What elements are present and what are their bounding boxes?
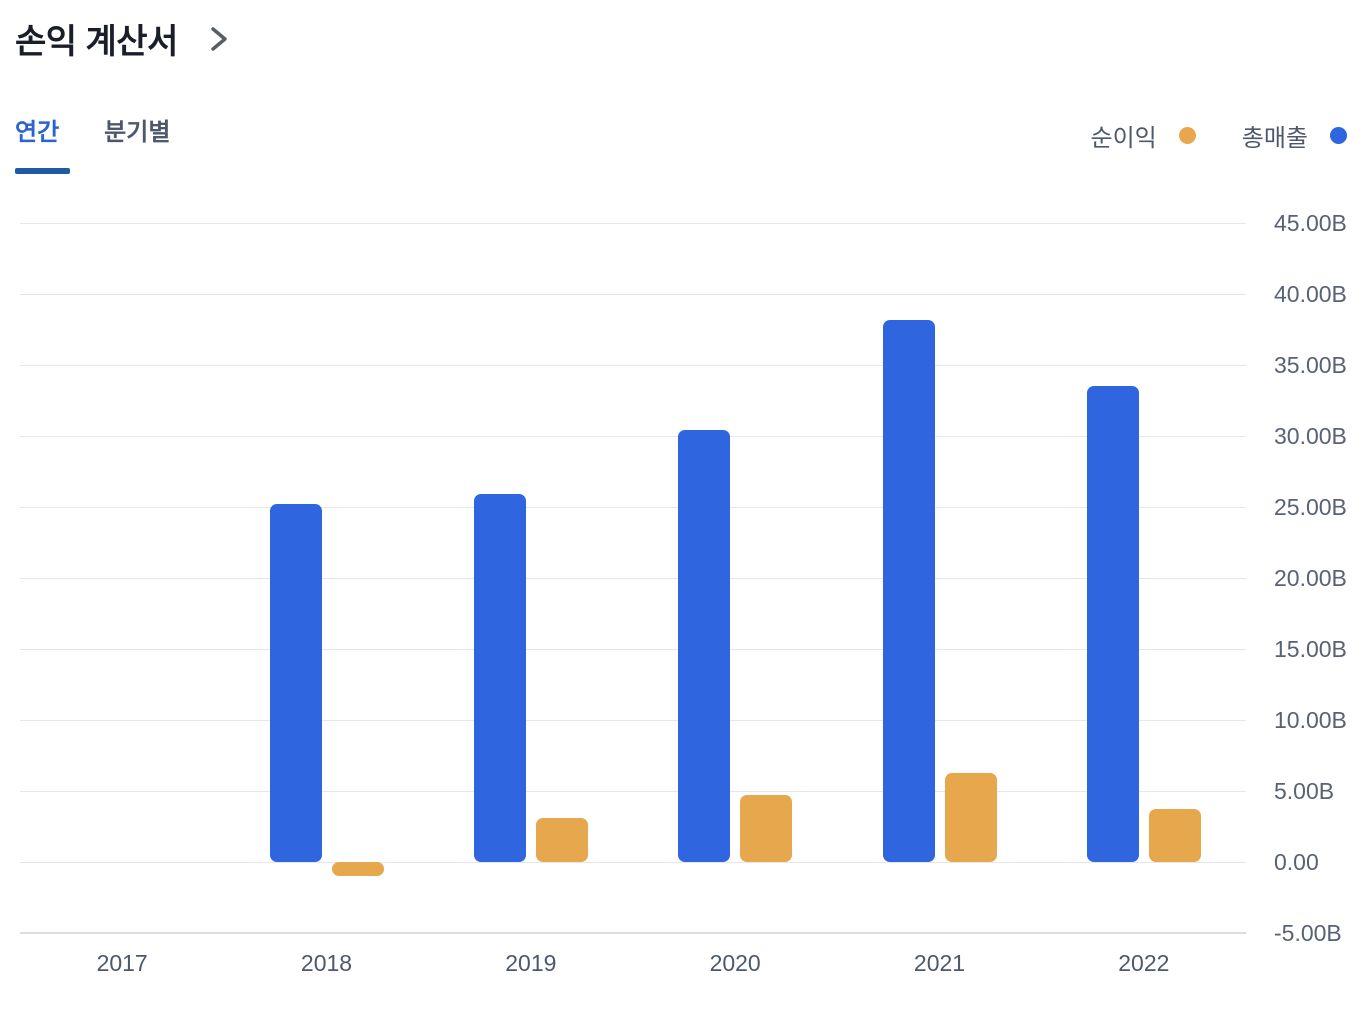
gridline [20, 719, 1246, 721]
revenue-dot-icon [1330, 127, 1347, 144]
y-tick-label: -5.00B [1274, 920, 1342, 946]
y-tick-label: 25.00B [1274, 494, 1347, 520]
tab-quarterly[interactable]: 분기별 [104, 112, 170, 174]
gridline [20, 648, 1246, 650]
y-tick-label: 45.00B [1274, 210, 1347, 236]
gridline [20, 577, 1246, 579]
gridline [20, 435, 1246, 437]
y-tick-label: 40.00B [1274, 281, 1347, 307]
gridline [20, 293, 1246, 295]
x-tick-label: 2020 [709, 950, 761, 976]
gridline [20, 222, 1246, 224]
tab-quarterly-label: 분기별 [104, 119, 171, 146]
income-statement-header-link[interactable]: 손익 계산서 [15, 14, 232, 63]
x-tick-label: 2018 [300, 950, 353, 976]
tab-annual[interactable]: 연간 [15, 112, 71, 174]
x-tick-label: 2017 [96, 950, 148, 976]
gridline [20, 790, 1246, 792]
bar-net-income[interactable] [331, 862, 384, 877]
legend-item-revenue[interactable]: 총매출 [1242, 118, 1347, 153]
x-tick-label: 2022 [1118, 950, 1170, 976]
y-tick-label: 30.00B [1274, 423, 1347, 449]
legend-revenue-label: 총매출 [1241, 125, 1308, 152]
gridline [20, 861, 1246, 863]
gridline [20, 932, 1246, 934]
bar-net-income[interactable] [944, 772, 997, 862]
bar-revenue[interactable] [473, 494, 526, 862]
chevron-right-icon [211, 26, 227, 51]
legend-item-net-income[interactable]: 순이익 [1091, 118, 1196, 153]
bar-net-income[interactable] [740, 795, 793, 862]
page-title: 손익 계산서 [15, 23, 178, 61]
net-income-dot-icon [1178, 127, 1196, 144]
bar-revenue[interactable] [1086, 386, 1139, 862]
bar-revenue[interactable] [269, 504, 322, 862]
y-tick-label: 20.00B [1274, 565, 1347, 591]
bar-revenue[interactable] [882, 319, 935, 862]
y-tick-label: 10.00B [1274, 707, 1347, 733]
legend-net-income-label: 순이익 [1090, 125, 1157, 152]
tab-annual-label: 연간 [15, 119, 60, 146]
y-tick-label: 15.00B [1274, 636, 1347, 662]
gridline [20, 364, 1246, 366]
chart-legend: 순이익 총매출 [1091, 118, 1347, 153]
period-tabs: 연간 분기별 [15, 112, 170, 174]
y-tick-label: 0.00 [1274, 849, 1319, 875]
x-tick-label: 2019 [505, 950, 557, 976]
bar-net-income[interactable] [535, 817, 588, 862]
y-tick-label: 5.00B [1274, 778, 1335, 804]
bar-revenue[interactable] [678, 430, 731, 862]
bar-net-income[interactable] [1148, 809, 1201, 862]
gridline [20, 506, 1246, 508]
x-tick-label: 2021 [913, 950, 966, 976]
y-tick-label: 35.00B [1274, 352, 1347, 378]
